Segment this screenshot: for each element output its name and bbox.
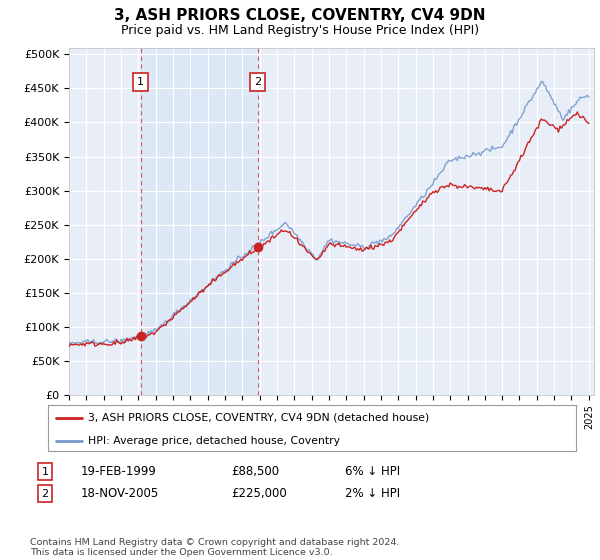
Text: 19-FEB-1999: 19-FEB-1999 [81, 465, 157, 478]
Text: 18-NOV-2005: 18-NOV-2005 [81, 487, 159, 501]
Text: 2: 2 [41, 489, 49, 499]
Text: 2: 2 [254, 77, 261, 87]
Text: HPI: Average price, detached house, Coventry: HPI: Average price, detached house, Cove… [88, 436, 340, 446]
Bar [140, 48, 257, 395]
Text: £88,500: £88,500 [231, 465, 279, 478]
Text: 3, ASH PRIORS CLOSE, COVENTRY, CV4 9DN: 3, ASH PRIORS CLOSE, COVENTRY, CV4 9DN [114, 8, 486, 24]
Text: 6% ↓ HPI: 6% ↓ HPI [345, 465, 400, 478]
Text: 1: 1 [137, 77, 144, 87]
Text: 3, ASH PRIORS CLOSE, COVENTRY, CV4 9DN (detached house): 3, ASH PRIORS CLOSE, COVENTRY, CV4 9DN (… [88, 413, 429, 423]
Text: Price paid vs. HM Land Registry's House Price Index (HPI): Price paid vs. HM Land Registry's House … [121, 24, 479, 36]
Text: Contains HM Land Registry data © Crown copyright and database right 2024.
This d: Contains HM Land Registry data © Crown c… [30, 538, 400, 557]
Text: £225,000: £225,000 [231, 487, 287, 501]
Text: 1: 1 [41, 466, 49, 477]
Text: 2% ↓ HPI: 2% ↓ HPI [345, 487, 400, 501]
